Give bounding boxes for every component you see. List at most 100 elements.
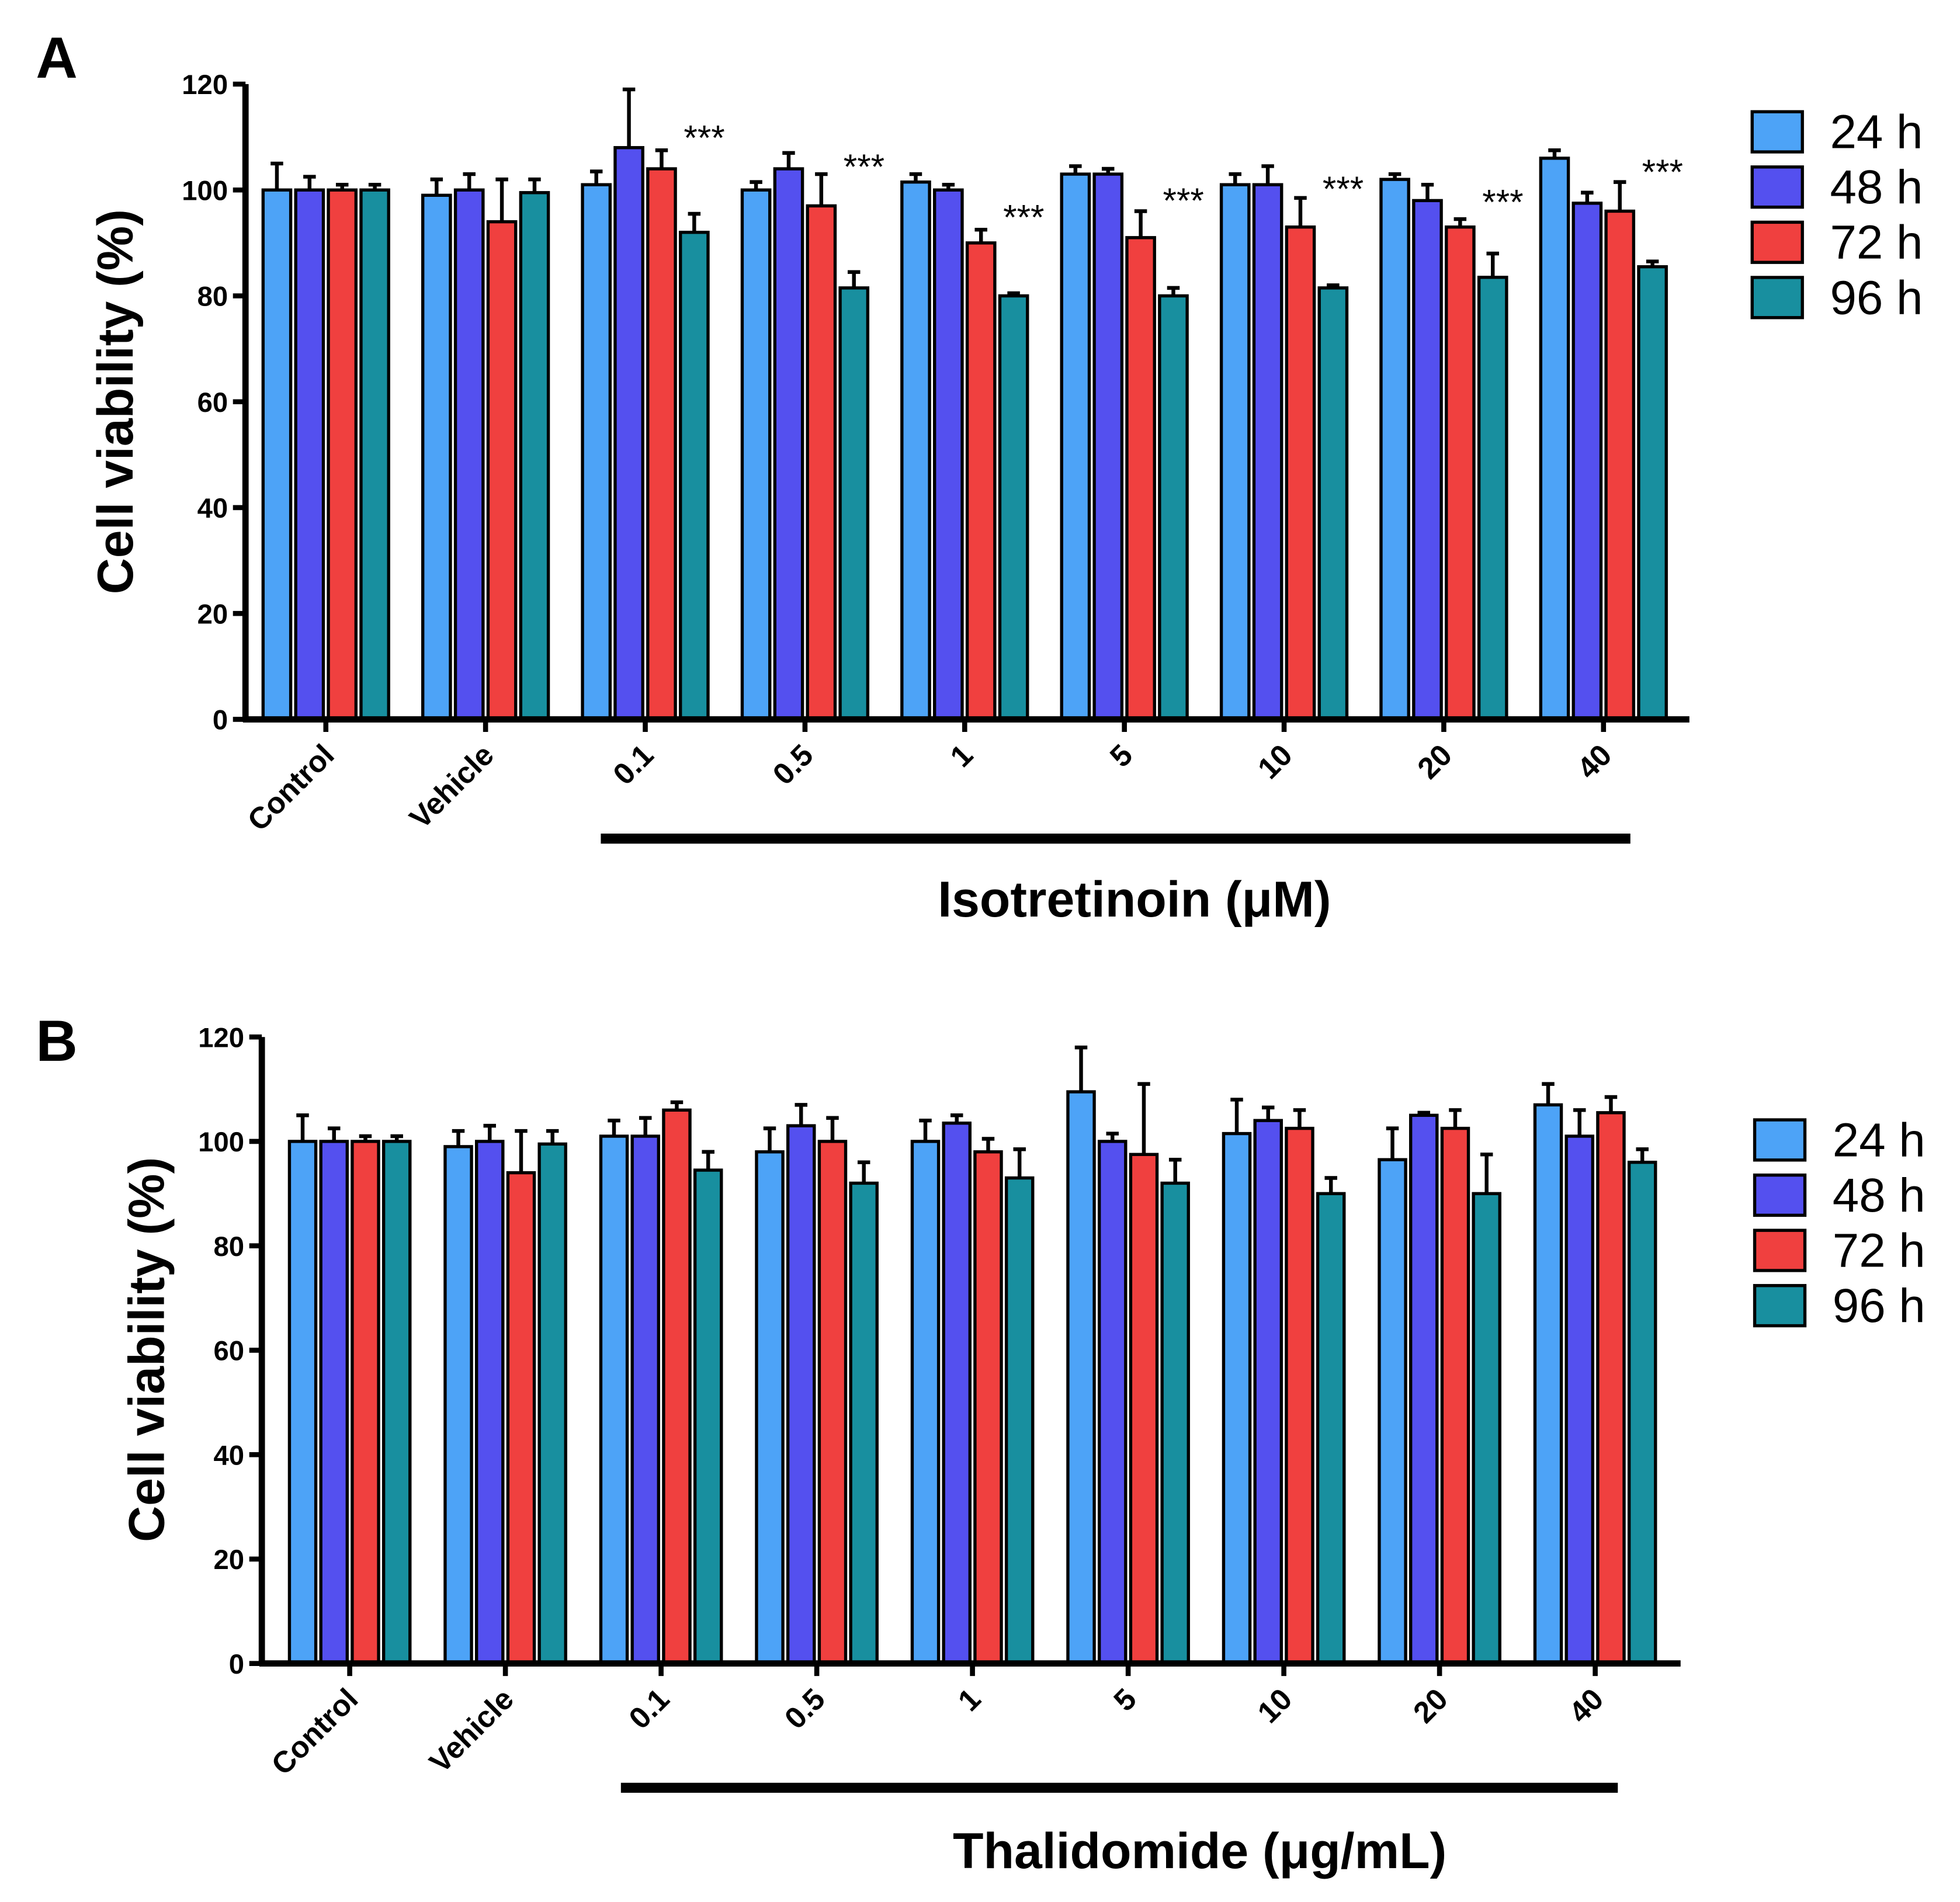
bar-96h-40: [1627, 1161, 1657, 1665]
bar-48h-5: [1097, 1140, 1128, 1665]
bar-96h-10: [1317, 286, 1349, 721]
bar-72h-0.5: [817, 1140, 848, 1665]
bar-48h-20: [1409, 1113, 1439, 1665]
bar-48h-0.1: [630, 1134, 660, 1665]
significance-marker: ***: [1003, 197, 1044, 237]
y-axis-label: Cell viability (%): [119, 1157, 175, 1542]
bar-96h-0.1: [693, 1168, 723, 1665]
legend-label: 96 h: [1833, 1279, 1926, 1332]
y-tick-label: 120: [198, 1022, 244, 1053]
bar-24h-Control: [287, 1140, 318, 1665]
bar-48h-Vehicle: [474, 1140, 505, 1665]
significance-marker: ***: [844, 147, 884, 186]
bar-96h-20: [1477, 276, 1508, 721]
bar-24h-20: [1378, 1158, 1407, 1665]
bar-24h-0.1: [581, 183, 612, 721]
y-tick-label: 100: [182, 175, 228, 206]
legend-label: 48 h: [1833, 1169, 1926, 1222]
legend-label: 48 h: [1830, 161, 1923, 214]
x-tick-label: Control: [241, 738, 341, 838]
bar-72h-Control: [327, 188, 358, 721]
bar-72h-10: [1285, 1126, 1314, 1665]
bar-72h-0.1: [646, 167, 677, 721]
significance-marker: ***: [1642, 152, 1683, 192]
y-tick-label: 60: [197, 387, 228, 418]
bar-96h-0.5: [838, 286, 870, 721]
bar-96h-1: [998, 294, 1029, 721]
bar-72h-40: [1604, 209, 1636, 721]
significance-marker: ***: [684, 118, 724, 157]
bar-24h-10: [1222, 1132, 1252, 1665]
bar-48h-Control: [319, 1140, 349, 1665]
significance-marker: ***: [1482, 183, 1523, 222]
y-tick-label: 60: [214, 1336, 245, 1367]
y-tick-label: 80: [197, 282, 228, 313]
x-tick-label: Vehicle: [422, 1682, 520, 1779]
bar-24h-Control: [261, 188, 293, 721]
bar-48h-40: [1572, 202, 1603, 721]
bar-24h-40: [1539, 157, 1570, 721]
y-tick-label: 80: [214, 1231, 245, 1262]
bar-72h-20: [1440, 1126, 1470, 1665]
bar-72h-10: [1285, 225, 1316, 721]
legend-label: 72 h: [1830, 216, 1923, 269]
bar-48h-20: [1412, 199, 1443, 721]
bar-96h-5: [1158, 294, 1189, 721]
y-tick-label: 120: [182, 70, 228, 100]
x-tick-label: 10: [1251, 1682, 1299, 1730]
bar-48h-5: [1092, 172, 1124, 721]
bar-48h-Control: [294, 188, 325, 721]
chart-b: 0 20 40 60 80 100 120 Control Vehicle 0.1 0.5 1 5 10 2…: [119, 1022, 1926, 1879]
legend-swatch: [1753, 1284, 1807, 1328]
bar-48h-10: [1252, 183, 1283, 721]
bar-24h-5: [1060, 172, 1091, 721]
x-tick-label: 40: [1570, 738, 1618, 786]
bar-48h-0.5: [786, 1124, 816, 1665]
x-tick-label: 20: [1411, 738, 1459, 786]
bar-96h-Control: [359, 188, 390, 721]
bar-72h-Control: [351, 1140, 380, 1665]
bar-72h-5: [1129, 1153, 1159, 1665]
bar-96h-Vehicle: [519, 191, 550, 721]
bar-24h-1: [910, 1140, 941, 1665]
y-tick-label: 0: [229, 1649, 244, 1680]
bar-72h-0.1: [662, 1108, 692, 1665]
bar-72h-Vehicle: [486, 220, 518, 721]
x-tick-label: 1: [943, 738, 979, 773]
bar-24h-0.5: [740, 188, 772, 721]
x-tick-label: Vehicle: [403, 738, 500, 835]
bar-24h-Vehicle: [421, 193, 452, 721]
bar-24h-1: [900, 180, 931, 721]
y-tick-label: 40: [214, 1440, 245, 1471]
bar-48h-0.5: [773, 167, 804, 721]
bar-72h-5: [1125, 236, 1156, 721]
bar-48h-40: [1564, 1134, 1594, 1665]
x-tick-label: 5: [1103, 738, 1139, 773]
bar-24h-5: [1066, 1090, 1096, 1665]
bar-72h-40: [1596, 1111, 1626, 1665]
legend-swatch: [1750, 276, 1804, 320]
x-tick-label: 0.5: [778, 1682, 831, 1736]
bar-96h-1: [1004, 1176, 1035, 1665]
legend-label: 96 h: [1830, 271, 1923, 324]
bar-48h-1: [942, 1121, 972, 1665]
bar-72h-Vehicle: [506, 1171, 536, 1665]
legend-swatch: [1750, 165, 1804, 209]
y-tick-label: 20: [214, 1544, 245, 1575]
x-tick-label: 10: [1251, 738, 1299, 786]
bar-48h-10: [1253, 1119, 1283, 1665]
x-tick-label: Control: [265, 1682, 365, 1782]
chart-a: ********* *** *** ******020406080100120Cont…: [88, 70, 1923, 928]
bar-24h-10: [1219, 183, 1251, 721]
x-tick-label: 5: [1107, 1682, 1143, 1717]
legend-swatch: [1750, 110, 1804, 154]
x-axis-label: Isotretinoin (μM): [938, 872, 1331, 928]
bar-48h-1: [933, 188, 964, 721]
bar-96h-40: [1637, 265, 1668, 721]
bar-24h-20: [1379, 178, 1410, 721]
bar-72h-1: [965, 241, 997, 721]
bar-96h-0.1: [679, 231, 710, 721]
significance-marker: ***: [1163, 181, 1204, 220]
legend-swatch: [1750, 220, 1804, 264]
